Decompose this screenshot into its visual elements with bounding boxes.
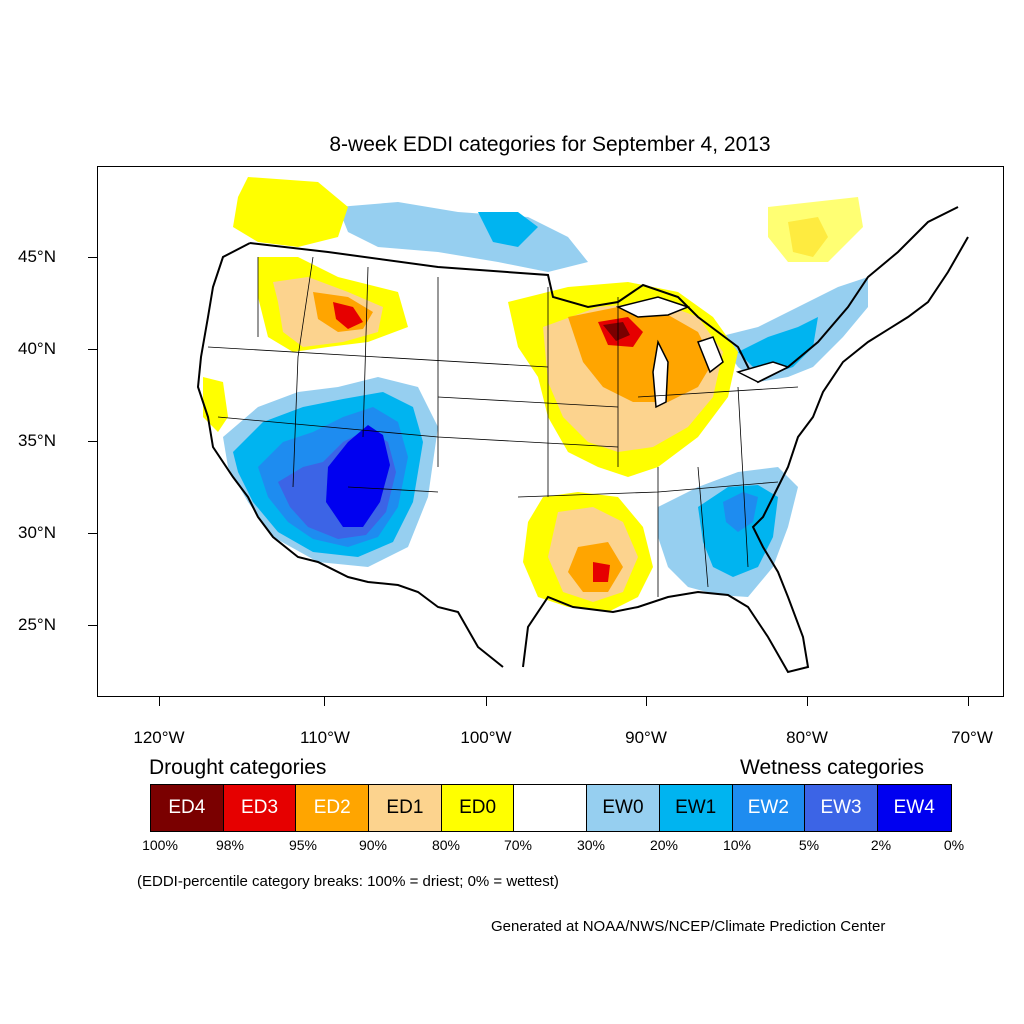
legend-box-ew1: EW1 (659, 785, 733, 831)
lon-label-120w: 120°W (133, 728, 185, 747)
ed3-south (593, 562, 610, 582)
break-label: 70% (503, 837, 533, 853)
break-label: 80% (431, 837, 461, 853)
break-label: 90% (358, 837, 388, 853)
lat-label-30: 30°N (18, 523, 56, 542)
legend-box-ed1: ED1 (369, 785, 442, 831)
category-legend: ED4 ED3 ED2 ED1 ED0 EW0 EW1 EW2 EW3 EW4 (150, 784, 952, 832)
break-label: 95% (288, 837, 318, 853)
map-panel (97, 166, 1004, 697)
lon-label-80w: 80°W (786, 728, 828, 747)
legend-box-ed2: ED2 (296, 785, 370, 831)
lat-label-45: 45°N (18, 247, 56, 266)
lat-tick (88, 441, 97, 442)
lat-label-35: 35°N (18, 431, 56, 450)
lat-tick (88, 625, 97, 626)
legend-box-ed0: ED0 (441, 785, 515, 831)
legend-box-ed3: ED3 (223, 785, 297, 831)
lon-tick (486, 697, 487, 706)
ew4-southwest (326, 425, 390, 527)
ed0-northwest (233, 177, 348, 247)
lon-label-110w: 110°W (300, 728, 350, 747)
lat-tick (88, 349, 97, 350)
lat-tick (88, 257, 97, 258)
wetness-heading: Wetness categories (740, 756, 925, 779)
ed3-idaho-montana (333, 302, 363, 329)
break-label: 30% (576, 837, 606, 853)
credit-line: Generated at NOAA/NWS/NCEP/Climate Predi… (491, 918, 886, 935)
category-note: (EDDI-percentile category breaks: 100% =… (137, 873, 559, 890)
break-label: 5% (798, 837, 820, 853)
lon-tick (159, 697, 160, 706)
lat-label-25: 25°N (18, 615, 56, 634)
state-borders (207, 256, 799, 597)
lat-label-40: 40°N (18, 339, 56, 358)
drought-heading: Drought categories (149, 756, 327, 779)
ed0-california (203, 377, 228, 432)
break-label: 98% (215, 837, 245, 853)
lon-label-100w: 100°W (460, 728, 512, 747)
break-label: 2% (870, 837, 892, 853)
great-lakes (615, 296, 790, 409)
ew2-southeast (723, 492, 758, 532)
lon-tick (968, 697, 969, 706)
lat-tick (88, 533, 97, 534)
lon-label-70w: 70°W (951, 728, 993, 747)
lon-label-90w: 90°W (625, 728, 667, 747)
break-label: 0% (943, 837, 965, 853)
ew1-northeast (738, 317, 818, 377)
legend-box-ew0: EW0 (587, 785, 660, 831)
ed4-midwest (603, 322, 630, 341)
break-label: 100% (142, 837, 178, 853)
ed0-canada (768, 197, 863, 262)
coastline (196, 206, 969, 674)
map-title: 8-week EDDI categories for September 4, … (329, 133, 771, 156)
break-label: 20% (649, 837, 679, 853)
lon-tick (646, 697, 647, 706)
break-label: 10% (722, 837, 752, 853)
legend-box-ew3: EW3 (805, 785, 878, 831)
legend-box-ed4: ED4 (151, 785, 224, 831)
eddi-map (196, 177, 969, 674)
legend-box-ew4: EW4 (877, 785, 951, 831)
lon-tick (807, 697, 808, 706)
legend-box-normal (514, 785, 588, 831)
lon-tick (324, 697, 325, 706)
legend-box-ew2: EW2 (732, 785, 806, 831)
ew1-north (478, 212, 538, 247)
